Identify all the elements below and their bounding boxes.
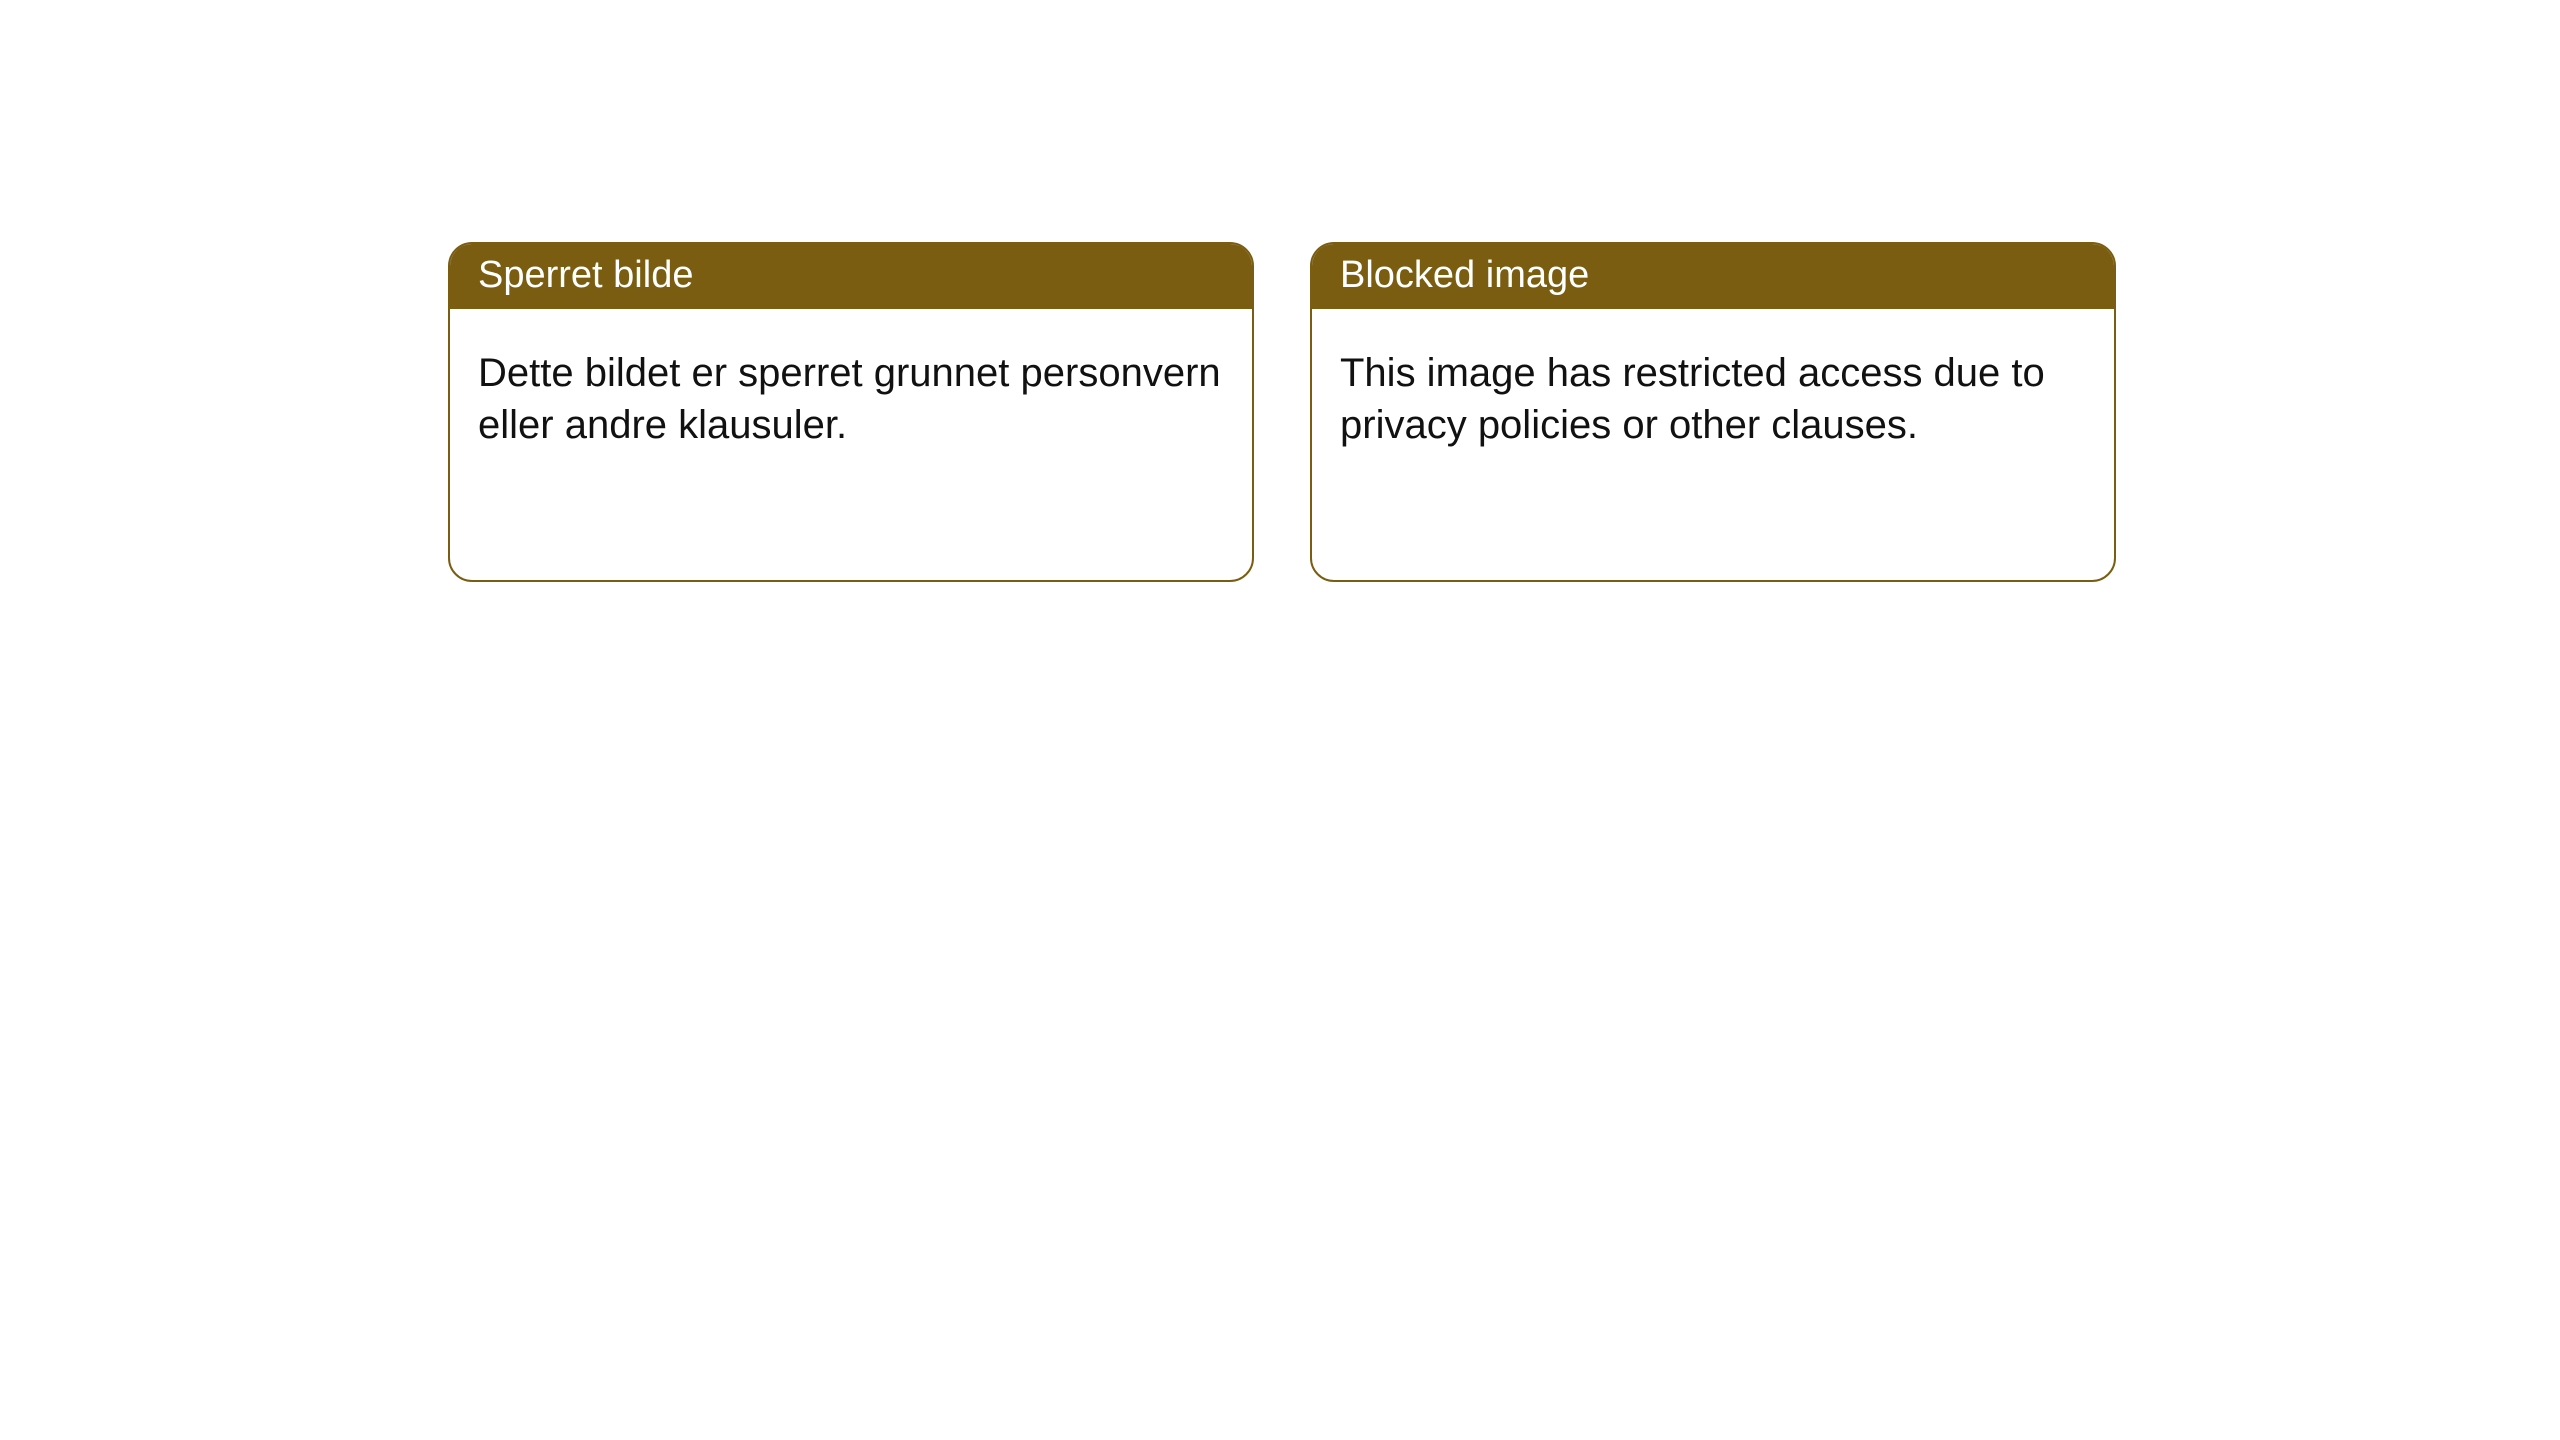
notice-card-title: Blocked image xyxy=(1312,244,2114,309)
notice-card-title: Sperret bilde xyxy=(450,244,1252,309)
notice-card-body: This image has restricted access due to … xyxy=(1312,309,2114,489)
notice-card-body: Dette bildet er sperret grunnet personve… xyxy=(450,309,1252,489)
notice-container: Sperret bilde Dette bildet er sperret gr… xyxy=(0,0,2560,582)
notice-card-norwegian: Sperret bilde Dette bildet er sperret gr… xyxy=(448,242,1254,582)
notice-card-english: Blocked image This image has restricted … xyxy=(1310,242,2116,582)
